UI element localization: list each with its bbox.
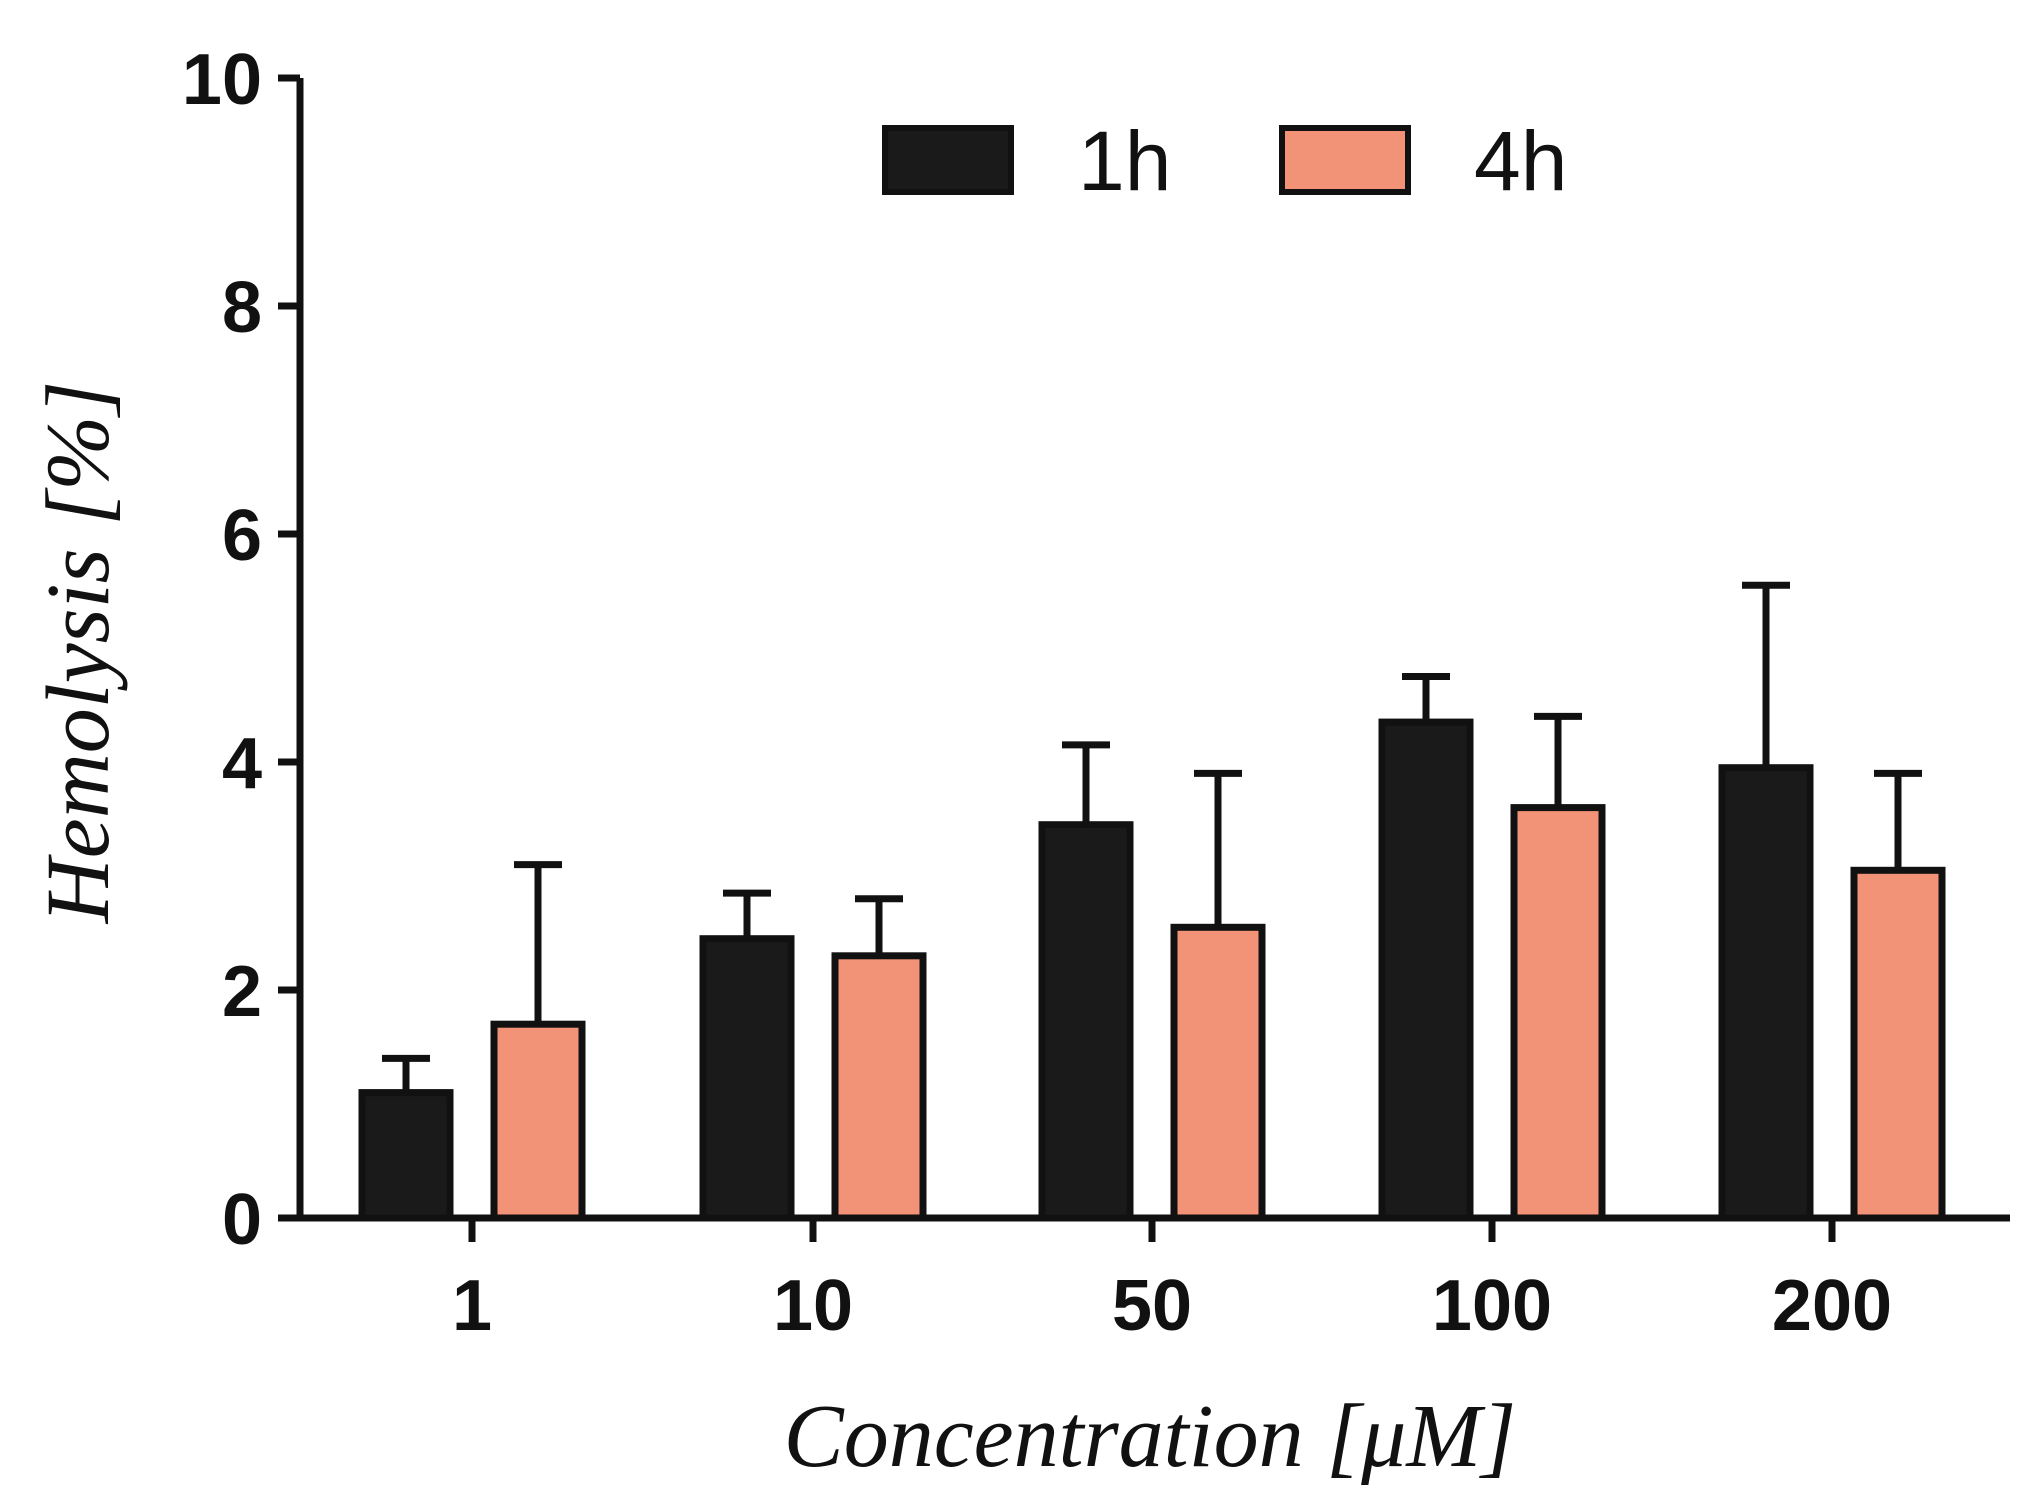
legend-label-4h: 4h bbox=[1474, 114, 1567, 208]
y-tick-label: 2 bbox=[222, 952, 262, 1032]
y-tick-label: 8 bbox=[222, 268, 262, 348]
bar-4h-1 bbox=[490, 1020, 586, 1222]
bar-1h-100 bbox=[1378, 718, 1474, 1222]
bar-1h-10 bbox=[699, 935, 795, 1222]
y-tick-label: 4 bbox=[222, 724, 262, 804]
y-ticks-layer: 0 2 4 6 8 10 bbox=[182, 40, 300, 1260]
legend-swatch-1h bbox=[882, 125, 1014, 195]
y-axis-title: Hemolysis [%] bbox=[29, 381, 128, 924]
bar-1h-50 bbox=[1038, 821, 1134, 1222]
legend-swatch-4h bbox=[1279, 125, 1411, 195]
bar-1h-1 bbox=[358, 1089, 454, 1222]
error-bar-1h-10 bbox=[723, 889, 771, 939]
error-bar-1h-1 bbox=[382, 1054, 430, 1093]
bar-4h-100 bbox=[1510, 804, 1606, 1222]
x-tick-label: 50 bbox=[1112, 1266, 1192, 1346]
error-bars-layer bbox=[382, 581, 1922, 1093]
y-tick-label: 6 bbox=[222, 496, 262, 576]
error-bar-4h-10 bbox=[855, 895, 903, 956]
bars-layer bbox=[358, 718, 1946, 1222]
bar-4h-200 bbox=[1850, 866, 1946, 1222]
error-bar-4h-100 bbox=[1534, 712, 1582, 808]
legend: 1h 4h bbox=[882, 114, 1567, 208]
x-ticks-layer: 1 10 50 100 200 bbox=[452, 1218, 1892, 1346]
bar-4h-10 bbox=[831, 952, 927, 1222]
x-tick-label: 10 bbox=[773, 1266, 853, 1346]
y-tick-label: 10 bbox=[182, 40, 262, 120]
x-tick-label: 100 bbox=[1432, 1266, 1552, 1346]
x-tick-label: 200 bbox=[1772, 1266, 1892, 1346]
error-bar-1h-200 bbox=[1742, 581, 1790, 768]
error-bar-1h-50 bbox=[1062, 741, 1110, 825]
y-tick-label: 0 bbox=[222, 1180, 262, 1260]
error-bar-1h-100 bbox=[1402, 673, 1450, 723]
legend-label-1h: 1h bbox=[1078, 114, 1171, 208]
bar-4h-50 bbox=[1170, 923, 1266, 1222]
error-bar-4h-50 bbox=[1194, 769, 1242, 928]
x-axis-title: Concentration [μM] bbox=[784, 1387, 1517, 1486]
bar-1h-200 bbox=[1718, 764, 1814, 1222]
x-tick-label: 1 bbox=[452, 1266, 492, 1346]
error-bar-4h-200 bbox=[1874, 769, 1922, 871]
error-bar-4h-1 bbox=[514, 861, 562, 1025]
